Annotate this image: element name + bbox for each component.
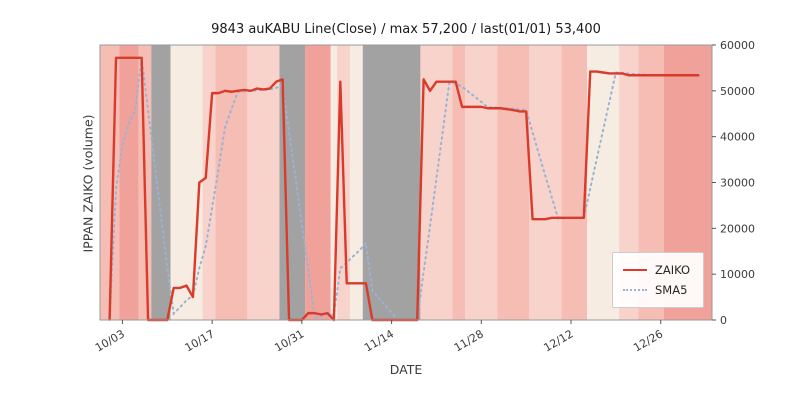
background-band	[119, 45, 139, 320]
background-band	[349, 45, 363, 320]
background-band	[330, 45, 338, 320]
zaiko-line-swatch	[623, 269, 647, 271]
background-band	[452, 45, 466, 320]
x-tick-label: 12/12	[542, 327, 576, 354]
legend: ZAIKO SMA5	[612, 252, 704, 308]
background-band	[619, 45, 639, 320]
y-axis-label: IPPAN ZAIKO (volume)	[80, 114, 96, 253]
x-tick-label: 11/28	[452, 327, 486, 354]
chart-title: 9843 auKABU Line(Close) / max 57,200 / l…	[211, 22, 601, 37]
background-band	[529, 45, 562, 320]
y-tick-label: 20000	[720, 222, 755, 235]
y-tick-label: 50000	[720, 85, 755, 98]
sma5-line-swatch	[623, 289, 647, 291]
background-band	[202, 45, 216, 320]
y-tick-label: 30000	[720, 177, 755, 190]
background-band	[305, 45, 331, 320]
background-band	[215, 45, 248, 320]
background-band	[497, 45, 530, 320]
background-band	[362, 45, 421, 320]
background-band	[465, 45, 498, 320]
x-tick-label: 10/31	[272, 327, 306, 354]
legend-entry-sma5: SMA5	[623, 280, 693, 300]
x-axis-label: DATE	[389, 362, 423, 377]
x-tick-label: 12/26	[631, 327, 665, 354]
y-tick-label: 0	[720, 314, 727, 327]
legend-label-sma5: SMA5	[655, 283, 688, 297]
legend-entry-zaiko: ZAIKO	[623, 260, 693, 280]
y-tick-label: 10000	[720, 268, 755, 281]
background-band	[151, 45, 171, 320]
background-band	[561, 45, 588, 320]
background-band	[247, 45, 280, 320]
x-tick-label: 10/17	[183, 327, 217, 354]
y-tick-label: 60000	[720, 39, 755, 52]
y-tick-label: 40000	[720, 131, 755, 144]
x-tick-label: 10/03	[93, 327, 127, 354]
legend-label-zaiko: ZAIKO	[655, 263, 691, 277]
x-tick-label: 11/14	[362, 327, 396, 354]
